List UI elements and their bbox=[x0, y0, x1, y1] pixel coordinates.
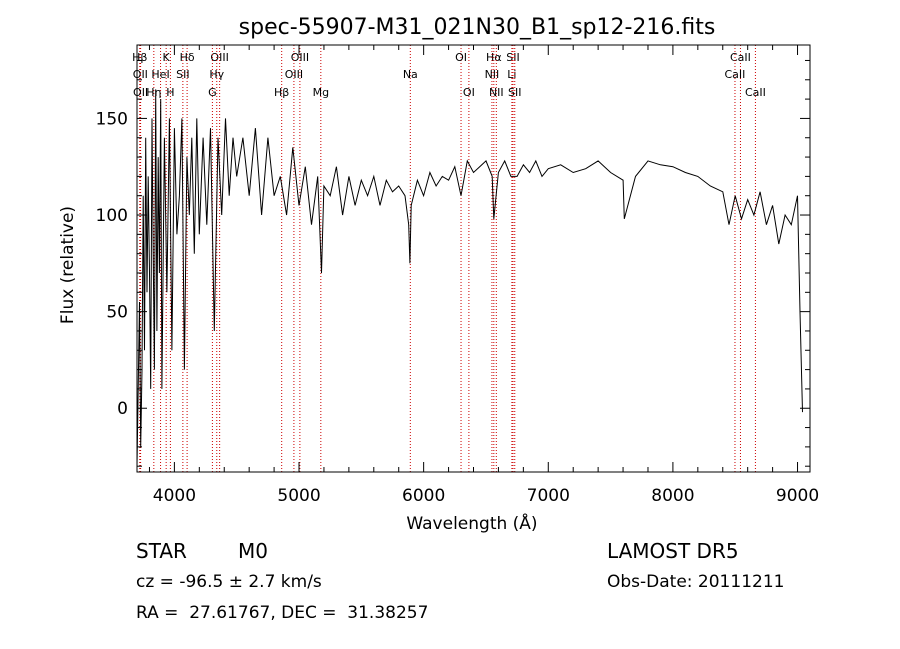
survey-name: LAMOST DR5 bbox=[607, 539, 739, 563]
marker-label: Hα bbox=[486, 51, 502, 64]
spectrum-line bbox=[136, 89, 803, 467]
redshift-cz: cz = -96.5 ± 2.7 km/s bbox=[136, 572, 322, 592]
chart-title: spec-55907-M31_021N30_B1_sp12-216.fits bbox=[239, 15, 716, 40]
plot-frame bbox=[136, 44, 811, 473]
x-tick-label: 9000 bbox=[776, 486, 819, 506]
marker-label: Mg bbox=[313, 86, 329, 99]
marker-label: CaII bbox=[725, 68, 746, 81]
marker-label: H bbox=[166, 86, 174, 99]
y-tick-label: 0 bbox=[117, 399, 128, 419]
x-axis-ticks: 4000 5000 6000 7000 8000 9000 bbox=[148, 45, 819, 506]
x-tick-label: 7000 bbox=[527, 486, 570, 506]
marker-label: CaII bbox=[730, 51, 751, 64]
coordinates: RA = 27.61767, DEC = 31.38257 bbox=[136, 603, 429, 623]
marker-label: Na bbox=[403, 68, 418, 81]
marker-label: SII bbox=[176, 68, 189, 81]
y-axis-label: Flux (relative) bbox=[58, 206, 78, 324]
marker-label: Li bbox=[507, 68, 516, 81]
marker-label: Hη bbox=[146, 86, 161, 99]
marker-label: SII bbox=[508, 86, 521, 99]
marker-label: SII bbox=[506, 51, 519, 64]
marker-label: OI bbox=[455, 51, 467, 64]
marker-label: NII bbox=[485, 68, 500, 81]
marker-label: G bbox=[208, 86, 217, 99]
x-tick-label: 5000 bbox=[277, 486, 320, 506]
marker-label: Hγ bbox=[209, 68, 224, 81]
y-axis-ticks: 0 50 100 150 bbox=[96, 59, 810, 467]
marker-label: OIII bbox=[210, 51, 228, 64]
marker-label: OIII bbox=[291, 51, 309, 64]
y-tick-label: 50 bbox=[106, 303, 128, 323]
x-tick-label: 8000 bbox=[651, 486, 694, 506]
object-class: STAR bbox=[136, 539, 187, 563]
marker-label: HeI bbox=[151, 68, 169, 81]
x-tick-label: 4000 bbox=[153, 486, 196, 506]
y-tick-label: 100 bbox=[96, 206, 128, 226]
x-axis-label: Wavelength (Å) bbox=[406, 512, 537, 534]
marker-label: NII bbox=[489, 86, 504, 99]
marker-label: Hβ bbox=[274, 86, 289, 99]
marker-label: OIII bbox=[285, 68, 303, 81]
marker-label: OI bbox=[463, 86, 475, 99]
observation-date: Obs-Date: 20111211 bbox=[607, 572, 785, 592]
marker-label: Hβ bbox=[132, 51, 147, 64]
marker-label: CaII bbox=[745, 86, 766, 99]
x-tick-label: 6000 bbox=[402, 486, 445, 506]
object-subclass: M0 bbox=[238, 539, 268, 563]
marker-label: Hδ bbox=[180, 51, 195, 64]
marker-label: K bbox=[163, 51, 171, 64]
y-tick-label: 150 bbox=[96, 109, 128, 129]
